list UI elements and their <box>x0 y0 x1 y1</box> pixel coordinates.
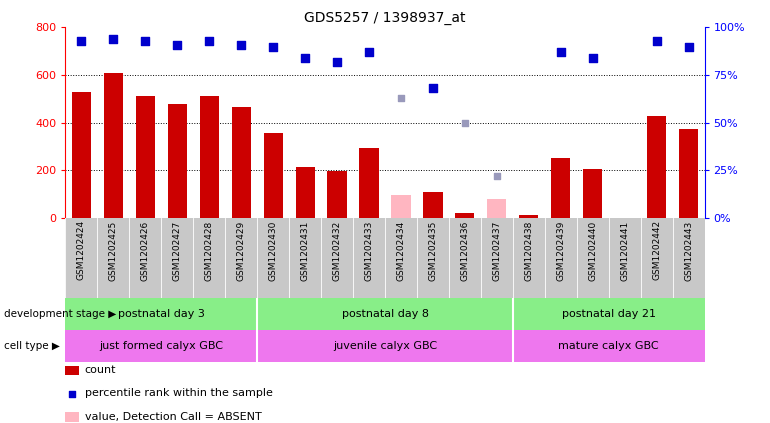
Bar <box>327 171 346 218</box>
Text: just formed calyx GBC: just formed calyx GBC <box>99 341 223 351</box>
Bar <box>168 104 187 218</box>
Bar <box>65 298 257 330</box>
Point <box>139 38 152 44</box>
Bar <box>513 298 705 330</box>
Text: GSM1202442: GSM1202442 <box>652 220 661 280</box>
Text: GSM1202441: GSM1202441 <box>620 220 629 280</box>
Bar <box>551 158 571 218</box>
Point <box>129 348 142 355</box>
Bar <box>647 115 666 218</box>
Point <box>75 38 88 44</box>
Text: GSM1202433: GSM1202433 <box>364 220 373 280</box>
Point <box>171 41 183 48</box>
Point <box>395 95 407 102</box>
Text: GSM1202428: GSM1202428 <box>205 220 214 280</box>
Text: GSM1202438: GSM1202438 <box>524 220 534 280</box>
Text: postnatal day 8: postnatal day 8 <box>342 309 428 319</box>
Point <box>203 38 216 44</box>
Text: GSM1202431: GSM1202431 <box>300 220 310 280</box>
Point <box>459 119 471 126</box>
Text: percentile rank within the sample: percentile rank within the sample <box>85 388 273 398</box>
Point <box>554 49 567 56</box>
Text: GSM1202434: GSM1202434 <box>397 220 406 280</box>
Bar <box>65 330 257 362</box>
Bar <box>679 129 698 218</box>
Text: GSM1202427: GSM1202427 <box>172 220 182 280</box>
Point <box>267 43 280 50</box>
Bar <box>263 133 283 218</box>
Point <box>490 173 503 179</box>
Bar <box>104 73 123 218</box>
Text: GSM1202426: GSM1202426 <box>141 220 150 280</box>
Point <box>235 41 247 48</box>
Bar <box>199 96 219 218</box>
Text: development stage ▶: development stage ▶ <box>4 309 116 319</box>
Bar <box>360 148 379 218</box>
Text: cell type ▶: cell type ▶ <box>4 341 60 351</box>
Point <box>299 55 311 61</box>
Text: postnatal day 3: postnatal day 3 <box>118 309 205 319</box>
Bar <box>257 298 513 330</box>
Text: GSM1202440: GSM1202440 <box>588 220 598 280</box>
Point <box>682 43 695 50</box>
Text: GSM1202424: GSM1202424 <box>77 220 86 280</box>
Point <box>427 85 439 92</box>
Bar <box>583 169 602 218</box>
Bar <box>513 330 705 362</box>
Bar <box>487 199 507 218</box>
Point <box>107 36 119 42</box>
Point <box>331 58 343 65</box>
Text: GSM1202443: GSM1202443 <box>684 220 693 280</box>
Text: value, Detection Call = ABSENT: value, Detection Call = ABSENT <box>85 412 262 422</box>
Bar <box>455 213 474 218</box>
Bar <box>519 215 538 218</box>
Point <box>587 55 599 61</box>
Text: GSM1202432: GSM1202432 <box>333 220 342 280</box>
Text: count: count <box>85 365 116 375</box>
Bar <box>257 330 513 362</box>
Text: GSM1202430: GSM1202430 <box>269 220 278 280</box>
Text: GSM1202439: GSM1202439 <box>556 220 565 280</box>
Bar <box>424 192 443 218</box>
Point <box>363 49 375 56</box>
Point <box>129 395 142 401</box>
Text: juvenile calyx GBC: juvenile calyx GBC <box>333 341 437 351</box>
Bar <box>136 96 155 218</box>
Text: GSM1202425: GSM1202425 <box>109 220 118 280</box>
Text: GSM1202436: GSM1202436 <box>460 220 470 280</box>
Bar <box>296 167 315 218</box>
Text: GSM1202435: GSM1202435 <box>428 220 437 280</box>
Text: postnatal day 21: postnatal day 21 <box>561 309 656 319</box>
Title: GDS5257 / 1398937_at: GDS5257 / 1398937_at <box>304 11 466 25</box>
Bar <box>72 92 91 218</box>
Text: GSM1202437: GSM1202437 <box>492 220 501 280</box>
Bar <box>232 107 251 218</box>
Point <box>651 38 663 44</box>
Bar <box>391 195 410 218</box>
Text: GSM1202429: GSM1202429 <box>236 220 246 280</box>
Text: mature calyx GBC: mature calyx GBC <box>558 341 659 351</box>
